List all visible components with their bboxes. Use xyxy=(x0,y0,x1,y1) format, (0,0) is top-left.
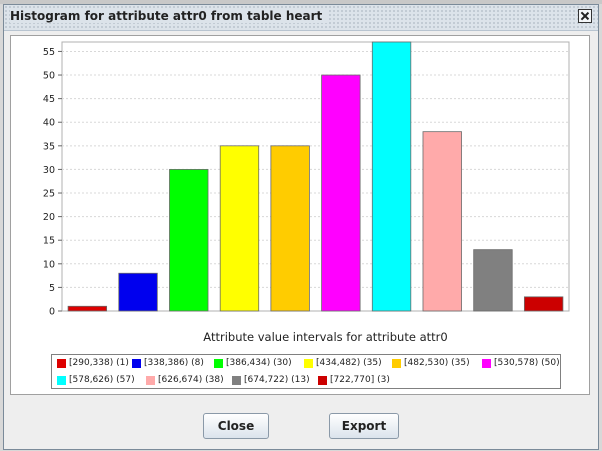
legend-label: [386,434) (30) xyxy=(226,358,292,368)
legend-swatch xyxy=(214,358,223,368)
legend-item: [722,770] (3) xyxy=(318,372,390,388)
legend-item: [338,386) (8) xyxy=(132,355,204,371)
y-tick-label: 30 xyxy=(43,165,55,176)
legend-label: [674,722) (13) xyxy=(244,375,310,385)
close-window-icon[interactable] xyxy=(578,9,592,23)
legend-swatch xyxy=(482,358,491,368)
histogram-bar xyxy=(169,169,209,312)
legend-label: [530,578) (50) xyxy=(494,358,560,368)
close-button[interactable]: Close xyxy=(203,413,269,439)
legend-swatch xyxy=(318,375,327,385)
x-axis-label: Attribute value intervals for attribute … xyxy=(203,330,447,344)
y-tick-label: 5 xyxy=(49,283,55,294)
legend-label: [482,530) (35) xyxy=(404,358,470,368)
legend-swatch xyxy=(304,358,313,368)
histogram-bar xyxy=(422,131,462,312)
legend-item: [578,626) (57) xyxy=(57,372,135,388)
legend-item: [626,674) (38) xyxy=(146,372,224,388)
legend-swatch xyxy=(57,375,66,385)
export-button[interactable]: Export xyxy=(329,413,399,439)
y-tick-label: 45 xyxy=(43,94,55,105)
title-bar[interactable]: Histogram for attribute attr0 from table… xyxy=(4,5,598,31)
histogram-bar xyxy=(118,272,158,312)
legend-label: [434,482) (35) xyxy=(316,358,382,368)
dialog-title: Histogram for attribute attr0 from table… xyxy=(10,9,329,23)
histogram-bar xyxy=(321,74,361,312)
legend-item: [482,530) (35) xyxy=(392,355,470,371)
legend-item: [434,482) (35) xyxy=(304,355,382,371)
legend-label: [578,626) (57) xyxy=(69,375,135,385)
legend-swatch xyxy=(232,375,241,385)
legend-swatch xyxy=(132,358,141,368)
legend-label: [338,386) (8) xyxy=(144,358,204,368)
histogram-bar xyxy=(270,145,310,312)
chart-panel: 0 5 10 15 20 25 30 35 40 45 50 55 Attribute value in… xyxy=(10,35,590,395)
y-tick-label: 10 xyxy=(43,259,55,270)
legend-label: [290,338) (1) xyxy=(69,358,129,368)
histogram-chart: 0 5 10 15 20 25 30 35 40 45 50 55 Attribute value in… xyxy=(43,41,570,344)
y-tick-label: 20 xyxy=(43,212,55,223)
histogram-bar xyxy=(371,41,412,312)
y-tick-label: 0 xyxy=(49,307,55,318)
legend-swatch xyxy=(146,375,155,385)
histogram-bar xyxy=(473,249,513,312)
legend-item: [290,338) (1) xyxy=(57,355,129,371)
background-strip xyxy=(0,0,602,4)
histogram-bar xyxy=(67,305,108,312)
y-tick-label: 40 xyxy=(43,118,55,129)
legend-item: [674,722) (13) xyxy=(232,372,310,388)
legend-item: [386,434) (30) xyxy=(214,355,292,371)
y-tick-label: 35 xyxy=(43,141,55,152)
legend-swatch xyxy=(57,358,66,368)
legend-label: [722,770] (3) xyxy=(330,375,390,385)
histogram-bar xyxy=(523,296,564,312)
histogram-dialog: Histogram for attribute attr0 from table… xyxy=(3,4,599,450)
legend-label: [626,674) (38) xyxy=(158,375,224,385)
legend-item: [530,578) (50) xyxy=(482,355,560,371)
y-tick-label: 50 xyxy=(43,71,55,82)
chart-legend: [290,338) (1) [338,386) (8) [386,434) (30)… xyxy=(51,354,561,389)
y-tick-label: 25 xyxy=(43,189,55,200)
histogram-bar xyxy=(219,145,260,312)
y-tick-label: 55 xyxy=(43,47,55,58)
legend-swatch xyxy=(392,358,401,368)
y-tick-label: 15 xyxy=(43,236,55,247)
